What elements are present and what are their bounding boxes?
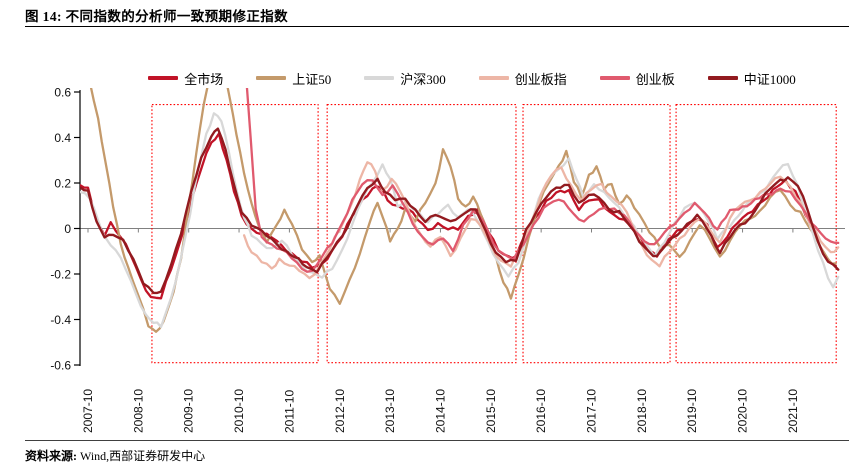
y-tick-label: -0.4 [50,313,71,327]
chart-legend: 全市场 上证50 沪深300 创业板指 创业板 中证1000 [90,69,854,87]
legend-item-上证50: 上证50 [256,69,331,88]
y-tick-label: 0.6 [54,86,71,100]
legend-swatch [707,76,738,80]
series-line-上证50 [89,88,837,333]
y-tick-label: -0.2 [50,268,71,282]
legend-item-沪深300: 沪深300 [364,69,446,88]
legend-swatch [364,76,395,80]
legend-swatch [256,76,287,80]
x-tick-label: 2015-10 [484,389,498,433]
x-tick-label: 2020-10 [736,389,750,433]
legend-label: 上证50 [292,71,332,87]
legend-item-中证1000: 中证1000 [707,69,796,88]
x-tick-label: 2007-10 [81,389,95,433]
y-tick-label: 0.2 [54,177,71,191]
source-label: 资料来源: [25,449,77,463]
series-line-创业板 [245,88,840,273]
x-tick-label: 2009-10 [182,389,196,433]
x-tick-label: 2018-10 [635,389,649,433]
x-tick-label: 2019-10 [685,389,699,433]
source-text: Wind,西部证券研发中心 [77,449,206,463]
legend-swatch [599,76,630,80]
highlight-box [522,103,671,364]
y-tick-label: 0.4 [54,131,71,145]
x-tick-label: 2013-10 [383,389,397,433]
highlight-box [151,103,319,364]
legend-label: 中证1000 [743,71,796,87]
highlight-box [675,103,837,364]
y-tick-label: -0.6 [50,359,71,373]
legend-swatch [148,76,179,80]
x-tick-label: 2011-10 [282,390,296,433]
legend-item-创业板指: 创业板指 [478,69,567,88]
x-tick-label: 2012-10 [333,389,347,433]
x-tick-label: 2014-10 [433,389,447,433]
y-tick-label: 0 [64,222,71,236]
series-line-沪深300 [80,112,840,329]
legend-label: 沪深300 [400,71,446,87]
legend-swatch [478,76,509,80]
legend-item-创业板: 创业板 [599,69,675,88]
title-divider [25,26,849,27]
highlight-box [326,103,517,364]
legend-label: 全市场 [184,71,224,87]
x-tick-label: 2021-10 [786,389,800,433]
x-tick-label: 2010-10 [232,389,246,433]
series-line-中证1000 [80,127,840,295]
x-tick-label: 2008-10 [131,389,145,433]
footer-divider [25,440,849,441]
legend-item-全市场: 全市场 [148,69,223,88]
legend-label: 创业板 [635,71,675,87]
figure-title: 图 14: 不同指数的分析师一致预期修正指数 [25,9,289,24]
source-note: 资料来源: Wind,西部证券研发中心 [25,447,205,464]
legend-label: 创业板指 [514,71,567,87]
x-tick-label: 2017-10 [585,389,599,433]
x-tick-label: 2016-10 [534,389,548,433]
